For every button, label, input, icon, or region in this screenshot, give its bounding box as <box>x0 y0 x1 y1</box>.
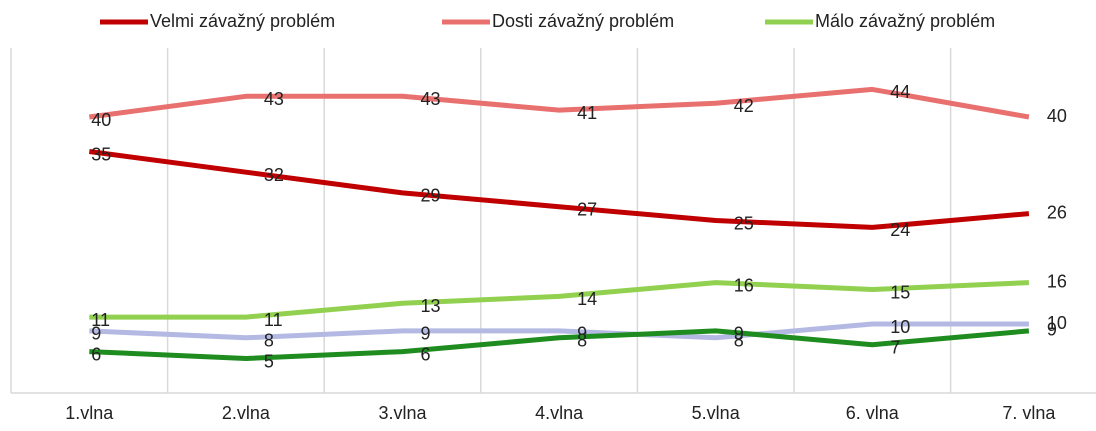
data-label: 42 <box>734 96 754 116</box>
data-label: 16 <box>734 275 754 295</box>
data-label: 10 <box>890 317 910 337</box>
x-tick-label: 5.vlna <box>692 403 741 423</box>
x-tick-label: 1.vlna <box>65 403 114 423</box>
data-label: 9 <box>1047 320 1057 340</box>
data-label: 15 <box>890 282 910 302</box>
data-label: 8 <box>577 331 587 351</box>
data-label: 7 <box>890 337 900 357</box>
data-label: 43 <box>421 89 441 109</box>
x-tick-label: 6. vlna <box>846 403 900 423</box>
data-label: 9 <box>734 324 744 344</box>
x-tick-label: 4.vlna <box>535 403 584 423</box>
data-label: 26 <box>1047 202 1067 222</box>
series-line <box>88 149 1030 230</box>
data-label: 16 <box>1047 271 1067 291</box>
data-label: 25 <box>734 213 754 233</box>
series-line <box>89 321 1029 341</box>
data-label: 11 <box>91 310 110 330</box>
data-label: 27 <box>577 199 597 219</box>
data-label: 13 <box>421 296 441 316</box>
data-label: 24 <box>890 220 910 240</box>
x-tick-label: 3.vlna <box>378 403 427 423</box>
data-label: 10 <box>1047 313 1067 333</box>
data-label: 43 <box>264 89 284 109</box>
data-label: 14 <box>577 289 597 309</box>
data-label: 9 <box>577 324 587 344</box>
x-tick-label: 7. vlna <box>1002 403 1056 423</box>
data-label: 11 <box>264 310 283 330</box>
data-label: 8 <box>264 331 274 351</box>
data-label: 9 <box>421 324 431 344</box>
data-label: 44 <box>890 82 910 102</box>
data-label: 6 <box>91 344 101 364</box>
series-line <box>89 280 1030 320</box>
data-label: 6 <box>421 344 431 364</box>
data-label: 41 <box>577 103 597 123</box>
data-label: 35 <box>91 144 111 164</box>
legend-label: Dosti závažný problém <box>492 11 674 31</box>
x-tick-label: 2.vlna <box>222 403 271 423</box>
data-label: 40 <box>1047 106 1067 126</box>
data-label: 40 <box>91 110 111 130</box>
data-label: 5 <box>264 351 274 371</box>
data-label: 32 <box>264 165 284 185</box>
data-label: 29 <box>421 186 441 206</box>
data-label: 9 <box>91 324 101 344</box>
data-label: 8 <box>734 331 744 351</box>
series-line <box>88 86 1030 120</box>
legend-label: Velmi závažný problém <box>150 11 335 31</box>
series-line <box>89 328 1030 361</box>
legend-label: Málo závažný problém <box>815 11 995 31</box>
